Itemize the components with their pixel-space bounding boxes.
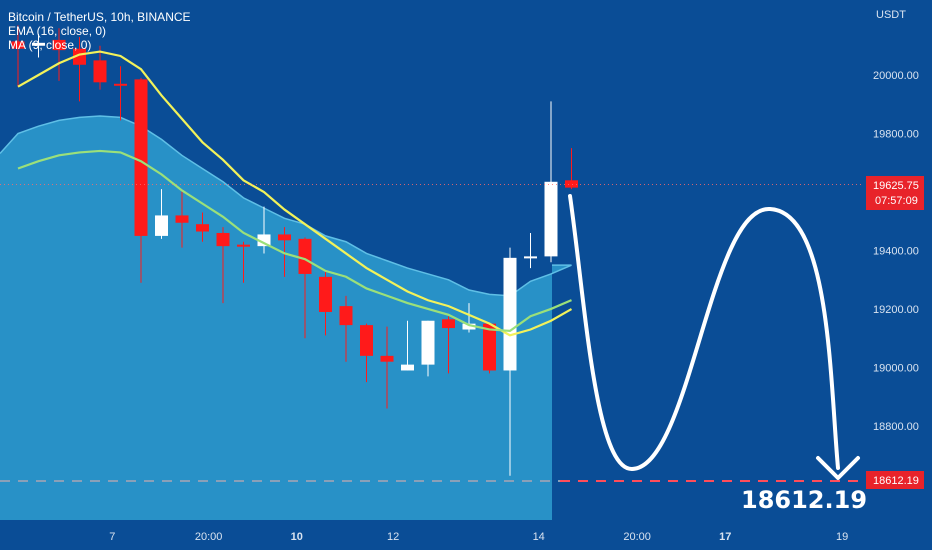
candle-body	[442, 319, 455, 329]
time-tick-label: 12	[387, 531, 399, 543]
candle-body	[380, 355, 394, 362]
candle-body	[237, 244, 250, 247]
last-price-tag	[866, 176, 924, 210]
candle-body	[52, 39, 66, 51]
candle-body	[93, 60, 107, 83]
candle	[257, 206, 271, 254]
price-tags: 19625.75 07:57:09 18612.19	[866, 176, 924, 489]
chart-legend: Bitcoin / TetherUS, 10h, BINANCE EMA (16…	[8, 10, 191, 52]
candle	[339, 295, 353, 362]
candle	[216, 227, 230, 304]
time-tick-label: 20:00	[623, 531, 651, 543]
time-tick-label: 10	[291, 531, 303, 543]
candle	[442, 316, 455, 374]
last-price-value: 19625.75	[873, 180, 919, 192]
candle	[319, 271, 332, 336]
candle-body	[421, 320, 435, 365]
price-axis-unit: USDT	[876, 9, 906, 21]
candle-body	[73, 48, 86, 65]
candle-body	[544, 181, 558, 257]
time-tick-label: 7	[109, 531, 115, 543]
candle-body	[114, 83, 127, 86]
price-tick-label: 19000.00	[873, 363, 919, 375]
price-tick-label: 19200.00	[873, 304, 919, 316]
target-price-tag	[866, 471, 924, 489]
candle	[175, 189, 189, 248]
price-tick-label: 19800.00	[873, 129, 919, 141]
candle	[237, 241, 250, 283]
candle-body	[503, 257, 517, 371]
candle	[52, 28, 66, 81]
time-tick-label: 14	[533, 531, 545, 543]
last-price-timer: 07:57:09	[875, 195, 918, 207]
candle	[380, 326, 394, 409]
candle	[421, 320, 435, 377]
target-label: 18612.19	[741, 486, 867, 514]
candle	[360, 323, 373, 383]
candle-body	[216, 232, 230, 247]
candle-body	[360, 325, 373, 356]
price-line-layer	[0, 183, 862, 482]
price-tick-label: 18800.00	[873, 421, 919, 433]
ma-line	[17, 149, 572, 332]
legend-ema[interactable]: EMA (16, close, 0)	[8, 24, 107, 38]
candle	[401, 320, 414, 371]
candle-body	[257, 234, 271, 247]
candle-layer	[11, 25, 578, 476]
candle-body	[462, 323, 476, 330]
candle-body	[155, 215, 168, 236]
candle-body	[565, 180, 578, 188]
candle	[114, 66, 127, 121]
ema-line	[17, 50, 573, 337]
candle-body	[134, 79, 148, 236]
time-axis[interactable]: 7 20:00 10 12 14 20:00 17 19	[109, 531, 848, 543]
candle	[524, 232, 537, 269]
legend-ma[interactable]: MA (9, close, 0)	[8, 38, 92, 52]
candle	[11, 25, 25, 87]
candle-body	[32, 42, 45, 46]
time-tick-label: 17	[719, 531, 731, 543]
candle-body	[298, 238, 312, 274]
candle-body	[319, 276, 332, 312]
price-axis[interactable]: USDT 20000.00 19800.00 19400.00 19200.00 190…	[873, 9, 919, 433]
legend-symbol[interactable]: Bitcoin / TetherUS, 10h, BINANCE	[8, 10, 191, 24]
candle	[483, 323, 496, 374]
candle-body	[175, 215, 189, 223]
candle-body	[483, 323, 496, 371]
projection-path	[568, 194, 840, 472]
candle	[93, 45, 107, 90]
candle-body	[278, 234, 291, 241]
arrow-head-icon	[816, 456, 860, 480]
target-price-value: 18612.19	[873, 475, 919, 487]
candle	[278, 227, 291, 277]
candle	[565, 148, 578, 190]
candle	[298, 237, 312, 339]
time-tick-label: 19	[836, 531, 848, 543]
ma-area-outline	[0, 115, 572, 297]
drawing-layer: 18612.19	[568, 194, 867, 514]
candle	[32, 34, 45, 58]
candle-body	[196, 224, 209, 232]
candle	[544, 101, 558, 263]
candle-body	[524, 256, 537, 259]
candle	[462, 303, 476, 333]
time-tick-label: 20:00	[195, 531, 223, 543]
candle	[503, 247, 517, 476]
candle	[134, 77, 148, 283]
price-tick-label: 20000.00	[873, 70, 919, 82]
candle-body	[11, 41, 25, 49]
candle-body	[339, 306, 353, 326]
price-tick-label: 19400.00	[873, 246, 919, 258]
candle	[155, 189, 168, 239]
candle	[196, 212, 209, 242]
candle	[73, 36, 86, 102]
candle-body	[401, 364, 414, 371]
